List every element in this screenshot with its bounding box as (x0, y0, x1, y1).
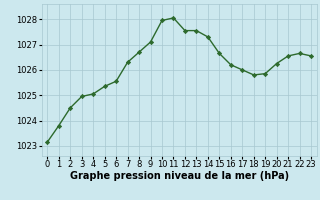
X-axis label: Graphe pression niveau de la mer (hPa): Graphe pression niveau de la mer (hPa) (70, 171, 289, 181)
